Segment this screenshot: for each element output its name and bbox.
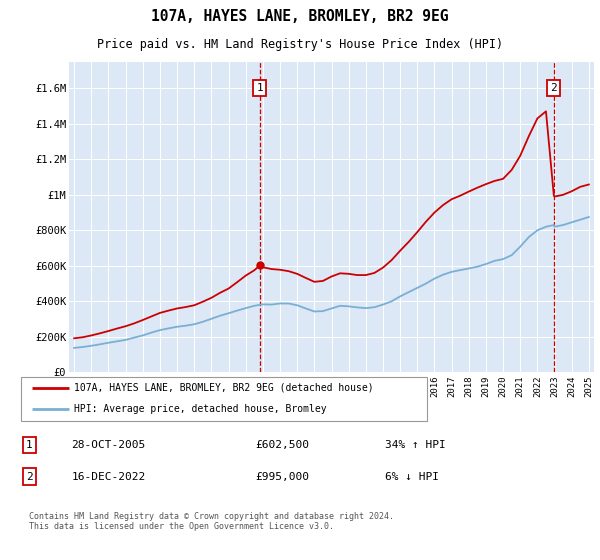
Text: 1: 1 <box>256 83 263 93</box>
Text: 2: 2 <box>550 83 557 93</box>
Text: £995,000: £995,000 <box>255 472 309 482</box>
Text: Price paid vs. HM Land Registry's House Price Index (HPI): Price paid vs. HM Land Registry's House … <box>97 38 503 51</box>
FancyBboxPatch shape <box>21 377 427 421</box>
Text: HPI: Average price, detached house, Bromley: HPI: Average price, detached house, Brom… <box>74 404 327 414</box>
Text: 16-DEC-2022: 16-DEC-2022 <box>71 472 146 482</box>
Text: 107A, HAYES LANE, BROMLEY, BR2 9EG: 107A, HAYES LANE, BROMLEY, BR2 9EG <box>151 9 449 24</box>
Text: 2: 2 <box>26 472 32 482</box>
Text: £602,500: £602,500 <box>255 440 309 450</box>
Text: Contains HM Land Registry data © Crown copyright and database right 2024.
This d: Contains HM Land Registry data © Crown c… <box>29 512 394 531</box>
Text: 1: 1 <box>26 440 32 450</box>
Text: 28-OCT-2005: 28-OCT-2005 <box>71 440 146 450</box>
Text: 6% ↓ HPI: 6% ↓ HPI <box>385 472 439 482</box>
Text: 107A, HAYES LANE, BROMLEY, BR2 9EG (detached house): 107A, HAYES LANE, BROMLEY, BR2 9EG (deta… <box>74 382 374 393</box>
Text: 34% ↑ HPI: 34% ↑ HPI <box>385 440 445 450</box>
